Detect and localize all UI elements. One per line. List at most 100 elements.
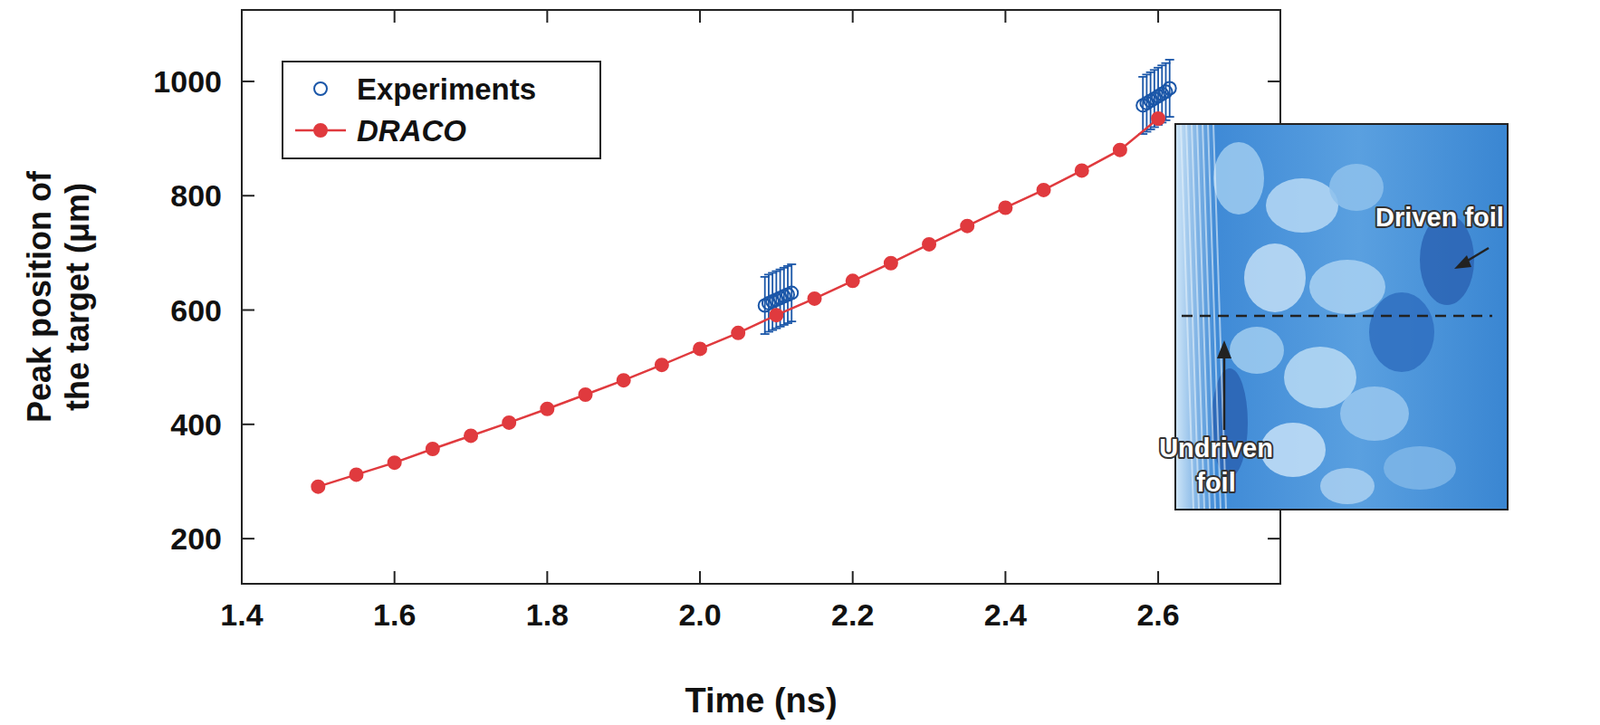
data-point: [388, 456, 402, 470]
x-tick: [699, 9, 701, 23]
data-point: [960, 220, 974, 233]
error-bar-cap: [786, 263, 796, 266]
x-tick-label: 1.8: [526, 597, 569, 633]
annotation-line: Undriven: [1159, 433, 1274, 463]
data-point: [1151, 112, 1165, 125]
error-bar-cap: [764, 331, 774, 334]
error-bar-cap: [776, 325, 786, 328]
y-tick: [241, 309, 255, 312]
error-bar-cap: [1165, 58, 1175, 61]
data-point: [693, 342, 707, 355]
error-bar-line: [1141, 76, 1144, 135]
y-tick-label: 400: [170, 407, 222, 442]
data-point: [311, 480, 325, 494]
data-point: [1159, 85, 1172, 98]
error-bar-line: [1149, 72, 1152, 130]
inset-blob: [1265, 178, 1339, 233]
data-point: [1037, 183, 1051, 197]
y-tick: [241, 80, 255, 83]
y-tick: [1267, 537, 1281, 540]
x-tick-label: 2.0: [678, 597, 721, 633]
x-tick: [1004, 571, 1006, 585]
data-point: [350, 468, 364, 481]
annotation-line: foil: [1196, 468, 1236, 498]
inset-blob: [1340, 386, 1409, 441]
y-tick-label: 600: [170, 293, 222, 328]
error-bar-line: [1146, 74, 1149, 132]
y-tick-label: 800: [170, 178, 222, 213]
x-tick: [546, 571, 548, 585]
annotation-arrow: [1223, 354, 1227, 431]
annotation-arrowhead: [1216, 340, 1232, 359]
data-point: [1113, 143, 1127, 157]
data-point: [998, 201, 1012, 214]
x-axis-title: Time (ns): [684, 681, 837, 720]
x-tick: [852, 571, 854, 585]
data-point: [502, 416, 516, 430]
error-bar-cap: [1165, 115, 1175, 118]
data-point: [785, 287, 798, 300]
legend-marker: [314, 124, 327, 137]
data-point: [922, 238, 936, 251]
error-bar-cap: [783, 322, 793, 325]
x-tick: [1157, 571, 1160, 585]
error-bar-cap: [786, 320, 796, 323]
data-point: [464, 429, 478, 442]
data-point: [846, 274, 860, 288]
data-point: [579, 388, 593, 402]
x-tick-label: 1.6: [373, 597, 416, 633]
x-tick: [393, 9, 396, 23]
inset-blob: [1244, 243, 1306, 313]
legend-box: [282, 61, 601, 159]
data-point: [884, 257, 898, 270]
chart: 1.41.61.82.02.22.42.62004006008001000Tim…: [0, 0, 1600, 725]
legend-label: Experiments: [356, 72, 537, 106]
error-bar-line: [767, 274, 770, 332]
error-bar-cap: [779, 324, 789, 326]
data-point: [1075, 163, 1089, 177]
data-point: [1163, 82, 1177, 96]
error-bar-line: [790, 264, 793, 322]
data-point: [769, 308, 783, 322]
inset-blob: [1309, 259, 1386, 315]
error-bar-cap: [1149, 126, 1160, 129]
y-tick: [1267, 80, 1281, 83]
data-point: [426, 442, 440, 456]
legend-label: DRACO: [356, 114, 467, 148]
data-point: [655, 358, 669, 372]
y-tick-label: 200: [170, 521, 222, 556]
x-tick-label: 2.6: [1136, 597, 1179, 633]
x-tick: [240, 9, 243, 23]
y-axis-title-line: Peak position of: [20, 170, 58, 423]
y-axis-title-line: the target (μm): [58, 182, 96, 412]
x-tick: [699, 571, 701, 585]
inset-blob: [1369, 292, 1435, 373]
plot-area: [311, 59, 1176, 494]
inset-blob: [1383, 446, 1457, 490]
y-tick: [241, 194, 255, 197]
y-axis-title: Peak position ofthe target (μm): [20, 170, 96, 423]
inset-dashed-line: [1181, 315, 1493, 318]
inset-blob: [1213, 142, 1265, 215]
x-tick: [852, 9, 854, 23]
inset-blob: [1229, 326, 1284, 374]
legend-marker: [314, 82, 327, 96]
error-bar-cap: [771, 327, 781, 330]
data-point: [731, 326, 745, 340]
data-point: [808, 292, 822, 306]
plot-frame: [241, 9, 1281, 585]
inset-blob: [1283, 346, 1357, 409]
series-line: [317, 118, 1159, 488]
y-tick: [241, 423, 255, 426]
x-tick-label: 2.2: [831, 597, 874, 633]
error-bar-cap: [767, 329, 777, 332]
error-bar-cap: [760, 333, 770, 336]
annotation-arrowhead: [1454, 255, 1472, 269]
y-tick-label: 1000: [153, 64, 222, 99]
x-tick: [393, 571, 396, 585]
inset-blob: [1320, 468, 1375, 505]
data-point: [617, 373, 631, 387]
x-tick: [1004, 9, 1006, 23]
x-tick: [240, 571, 243, 585]
annotation: Undriven foil: [1159, 433, 1274, 498]
